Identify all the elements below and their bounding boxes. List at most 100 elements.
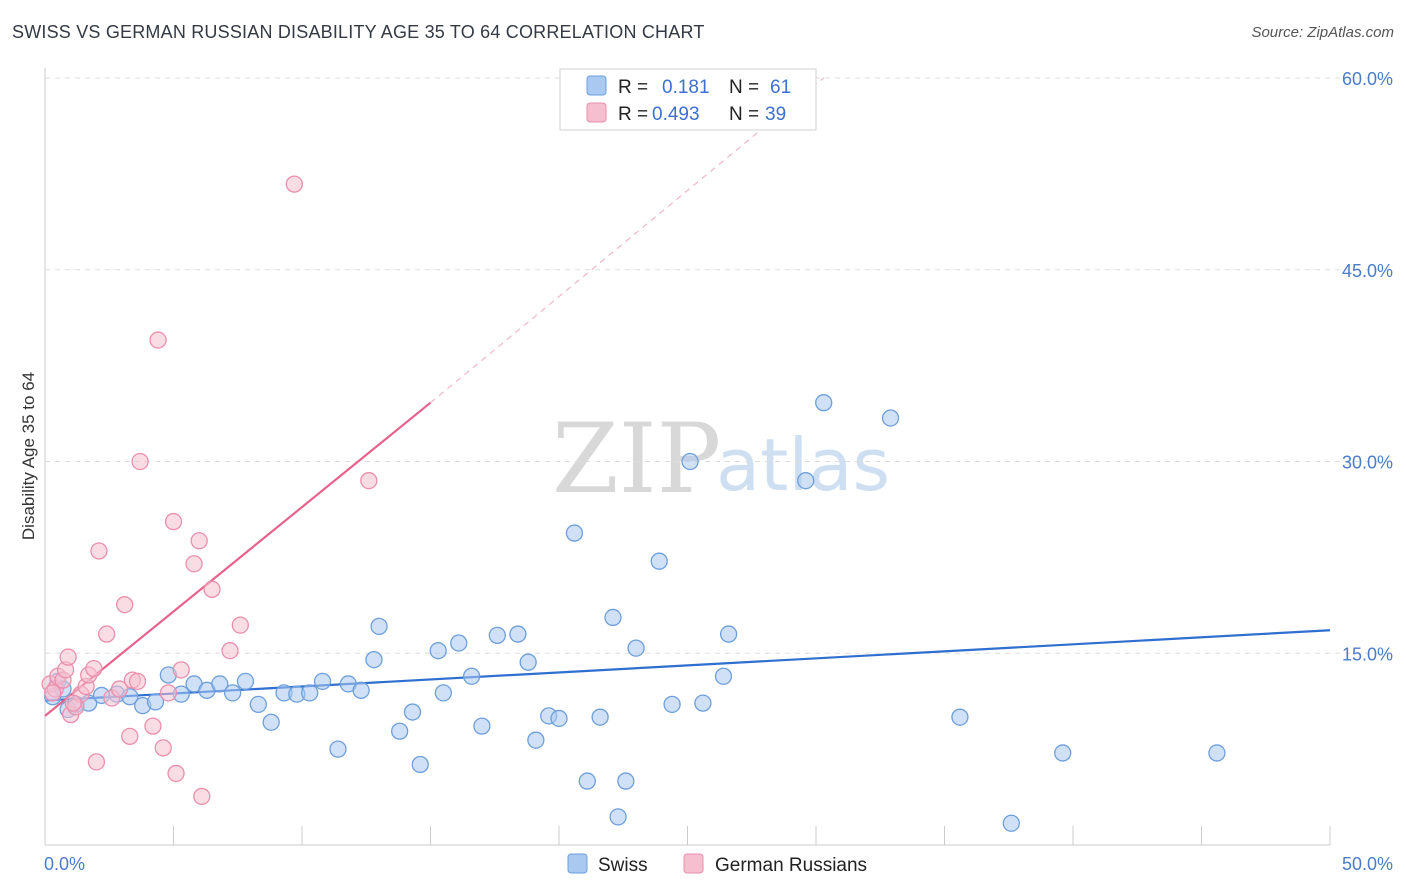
point-swiss bbox=[797, 472, 815, 490]
point-swiss bbox=[550, 709, 568, 728]
trend-line-german-russians bbox=[44, 401, 432, 717]
point-german-russians bbox=[116, 596, 134, 614]
correlation-legend: R = 0.181 N = 61 R = 0.493 N = 39 bbox=[559, 68, 817, 131]
point-german-russians bbox=[90, 542, 108, 560]
legend-swatch-swiss bbox=[586, 75, 607, 96]
point-german-russians bbox=[159, 684, 178, 702]
point-swiss bbox=[650, 552, 668, 570]
legend-n-value-german-russians: 39 bbox=[765, 104, 786, 125]
trend-extension-german-russians bbox=[430, 77, 825, 404]
point-swiss bbox=[352, 681, 370, 699]
point-swiss bbox=[881, 409, 900, 427]
point-swiss bbox=[450, 634, 468, 652]
series-legend: Swiss German Russians bbox=[567, 853, 867, 876]
point-swiss bbox=[236, 672, 255, 691]
legend-n-label-german-russians: N = bbox=[729, 104, 759, 125]
point-swiss bbox=[262, 713, 280, 731]
y-tick-label: 30.0% bbox=[1342, 453, 1393, 473]
point-german-russians bbox=[185, 555, 203, 573]
y-tick-label: 15.0% bbox=[1342, 644, 1393, 664]
point-swiss bbox=[527, 731, 545, 749]
point-swiss bbox=[719, 625, 738, 643]
legend-r-label-german-russians: R = bbox=[618, 104, 648, 125]
y-tick-label: 45.0% bbox=[1342, 261, 1393, 281]
point-german-russians bbox=[98, 625, 116, 643]
point-german-russians bbox=[285, 175, 303, 193]
legend-swatch-german-russians bbox=[586, 102, 607, 123]
chart-title: SWISS VS GERMAN RUSSIAN DISABILITY AGE 3… bbox=[12, 22, 705, 42]
point-swiss bbox=[473, 717, 491, 735]
point-german-russians bbox=[231, 616, 249, 634]
point-swiss bbox=[301, 684, 319, 702]
legend-r-value-german-russians: 0.493 bbox=[652, 104, 700, 125]
point-swiss bbox=[211, 675, 229, 693]
point-swiss bbox=[694, 694, 712, 712]
point-german-russians bbox=[167, 764, 185, 783]
point-german-russians bbox=[59, 648, 77, 666]
x-tick-label-max: 50.0% bbox=[1342, 854, 1393, 874]
point-german-russians bbox=[193, 787, 211, 806]
bottom-legend-label-swiss: Swiss bbox=[598, 855, 648, 876]
point-swiss bbox=[617, 772, 635, 790]
bottom-legend-swatch-german-russians bbox=[683, 853, 704, 874]
point-german-russians bbox=[128, 672, 147, 691]
point-swiss bbox=[1054, 744, 1072, 762]
point-german-russians bbox=[221, 642, 239, 660]
point-german-russians bbox=[203, 580, 221, 598]
point-swiss bbox=[488, 626, 506, 645]
data-points bbox=[41, 175, 1226, 832]
bottom-legend-label-german-russians: German Russians bbox=[715, 855, 867, 876]
point-swiss bbox=[591, 708, 609, 726]
legend-r-value-swiss: 0.181 bbox=[662, 77, 710, 98]
tick-labels: 15.0% 30.0% 45.0% 60.0% 0.0% 50.0% bbox=[44, 69, 1393, 874]
point-swiss bbox=[565, 524, 584, 542]
y-tick-label: 60.0% bbox=[1342, 69, 1393, 89]
point-german-russians bbox=[144, 717, 162, 735]
legend-n-value-swiss: 61 bbox=[770, 77, 791, 98]
trend-line-swiss bbox=[44, 629, 1331, 702]
point-german-russians bbox=[64, 694, 82, 712]
bottom-legend-swatch-swiss bbox=[567, 853, 588, 874]
point-german-russians bbox=[154, 739, 172, 757]
point-swiss bbox=[663, 695, 681, 714]
point-swiss bbox=[434, 684, 453, 702]
point-swiss bbox=[365, 650, 383, 669]
point-swiss bbox=[714, 667, 733, 685]
x-tick-label-min: 0.0% bbox=[44, 854, 85, 874]
point-swiss bbox=[391, 722, 409, 740]
point-swiss bbox=[951, 708, 969, 726]
point-german-russians bbox=[149, 331, 167, 349]
point-swiss bbox=[411, 755, 429, 774]
y-axis-label: Disability Age 35 to 64 bbox=[19, 372, 38, 540]
point-swiss bbox=[329, 740, 347, 758]
point-swiss bbox=[223, 684, 242, 702]
point-german-russians bbox=[360, 472, 378, 490]
legend-r-label-swiss: R = bbox=[618, 77, 648, 98]
watermark-atlas: atlas bbox=[716, 423, 890, 507]
trend-lines bbox=[44, 77, 1331, 717]
legend-n-label-swiss: N = bbox=[729, 77, 759, 98]
point-german-russians bbox=[110, 680, 129, 698]
point-german-russians bbox=[121, 727, 139, 745]
point-swiss bbox=[815, 394, 833, 412]
point-swiss bbox=[403, 703, 422, 721]
point-german-russians bbox=[164, 512, 183, 531]
point-swiss bbox=[146, 693, 165, 711]
point-swiss bbox=[370, 617, 388, 636]
point-swiss bbox=[578, 772, 596, 790]
source-credit: Source: ZipAtlas.com bbox=[1251, 24, 1394, 41]
point-swiss bbox=[1002, 814, 1020, 832]
point-swiss bbox=[1208, 744, 1226, 762]
point-german-russians bbox=[87, 753, 106, 771]
point-swiss bbox=[604, 608, 622, 627]
point-german-russians bbox=[190, 532, 208, 550]
point-swiss bbox=[519, 653, 537, 671]
point-swiss bbox=[462, 667, 481, 685]
point-swiss bbox=[509, 625, 527, 643]
point-swiss bbox=[627, 639, 645, 657]
point-swiss bbox=[609, 808, 627, 826]
point-german-russians bbox=[172, 661, 190, 679]
point-swiss bbox=[313, 672, 332, 691]
point-swiss bbox=[249, 695, 267, 714]
